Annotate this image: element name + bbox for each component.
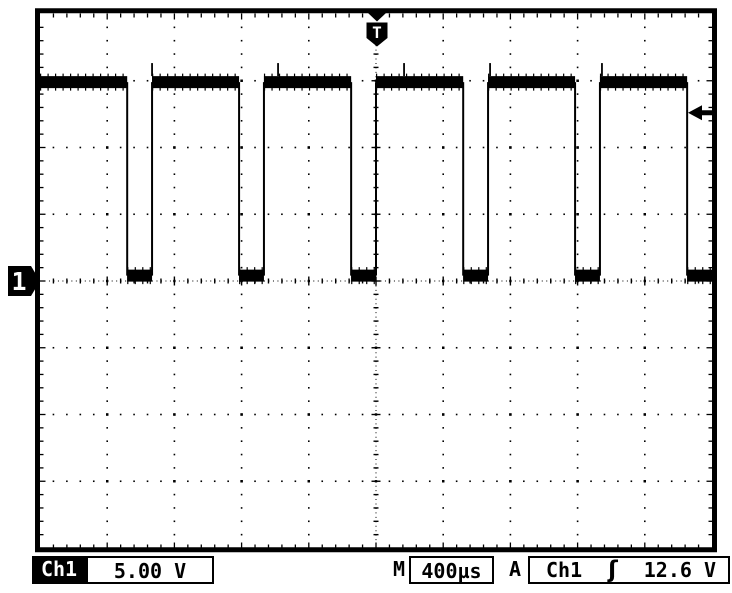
ch1-vertical-scale-readout: 5.00 V <box>86 556 214 584</box>
trigger-level-arrow <box>688 105 714 121</box>
trigger-level-label: 12.6 V <box>643 558 716 582</box>
channel1-marker-arrow-icon <box>8 266 40 296</box>
trigger-readout: Ch1 ʃ 12.6 V <box>528 556 730 584</box>
trigger-symbol-label: T <box>372 23 382 42</box>
rising-edge-slope-icon: ʃ <box>608 557 618 583</box>
auto-trigger-mode-prefix: A <box>508 557 522 581</box>
main-timebase-prefix: M <box>392 557 406 581</box>
timebase-readout: 400µs <box>409 556 494 584</box>
trigger-position-marker: T <box>366 13 388 47</box>
trigger-source-label: Ch1 <box>546 558 583 582</box>
trigger-t-shield-icon <box>366 22 388 47</box>
channel1-ground-marker: 1 <box>8 266 40 296</box>
ch1-channel-badge: Ch1 <box>32 556 86 584</box>
trigger-position-triangle-icon <box>368 13 386 22</box>
channel1-marker-label: 1 <box>11 267 26 296</box>
ch1-waveform-trace <box>40 63 712 285</box>
trigger-level-arrow-icon <box>688 105 714 121</box>
